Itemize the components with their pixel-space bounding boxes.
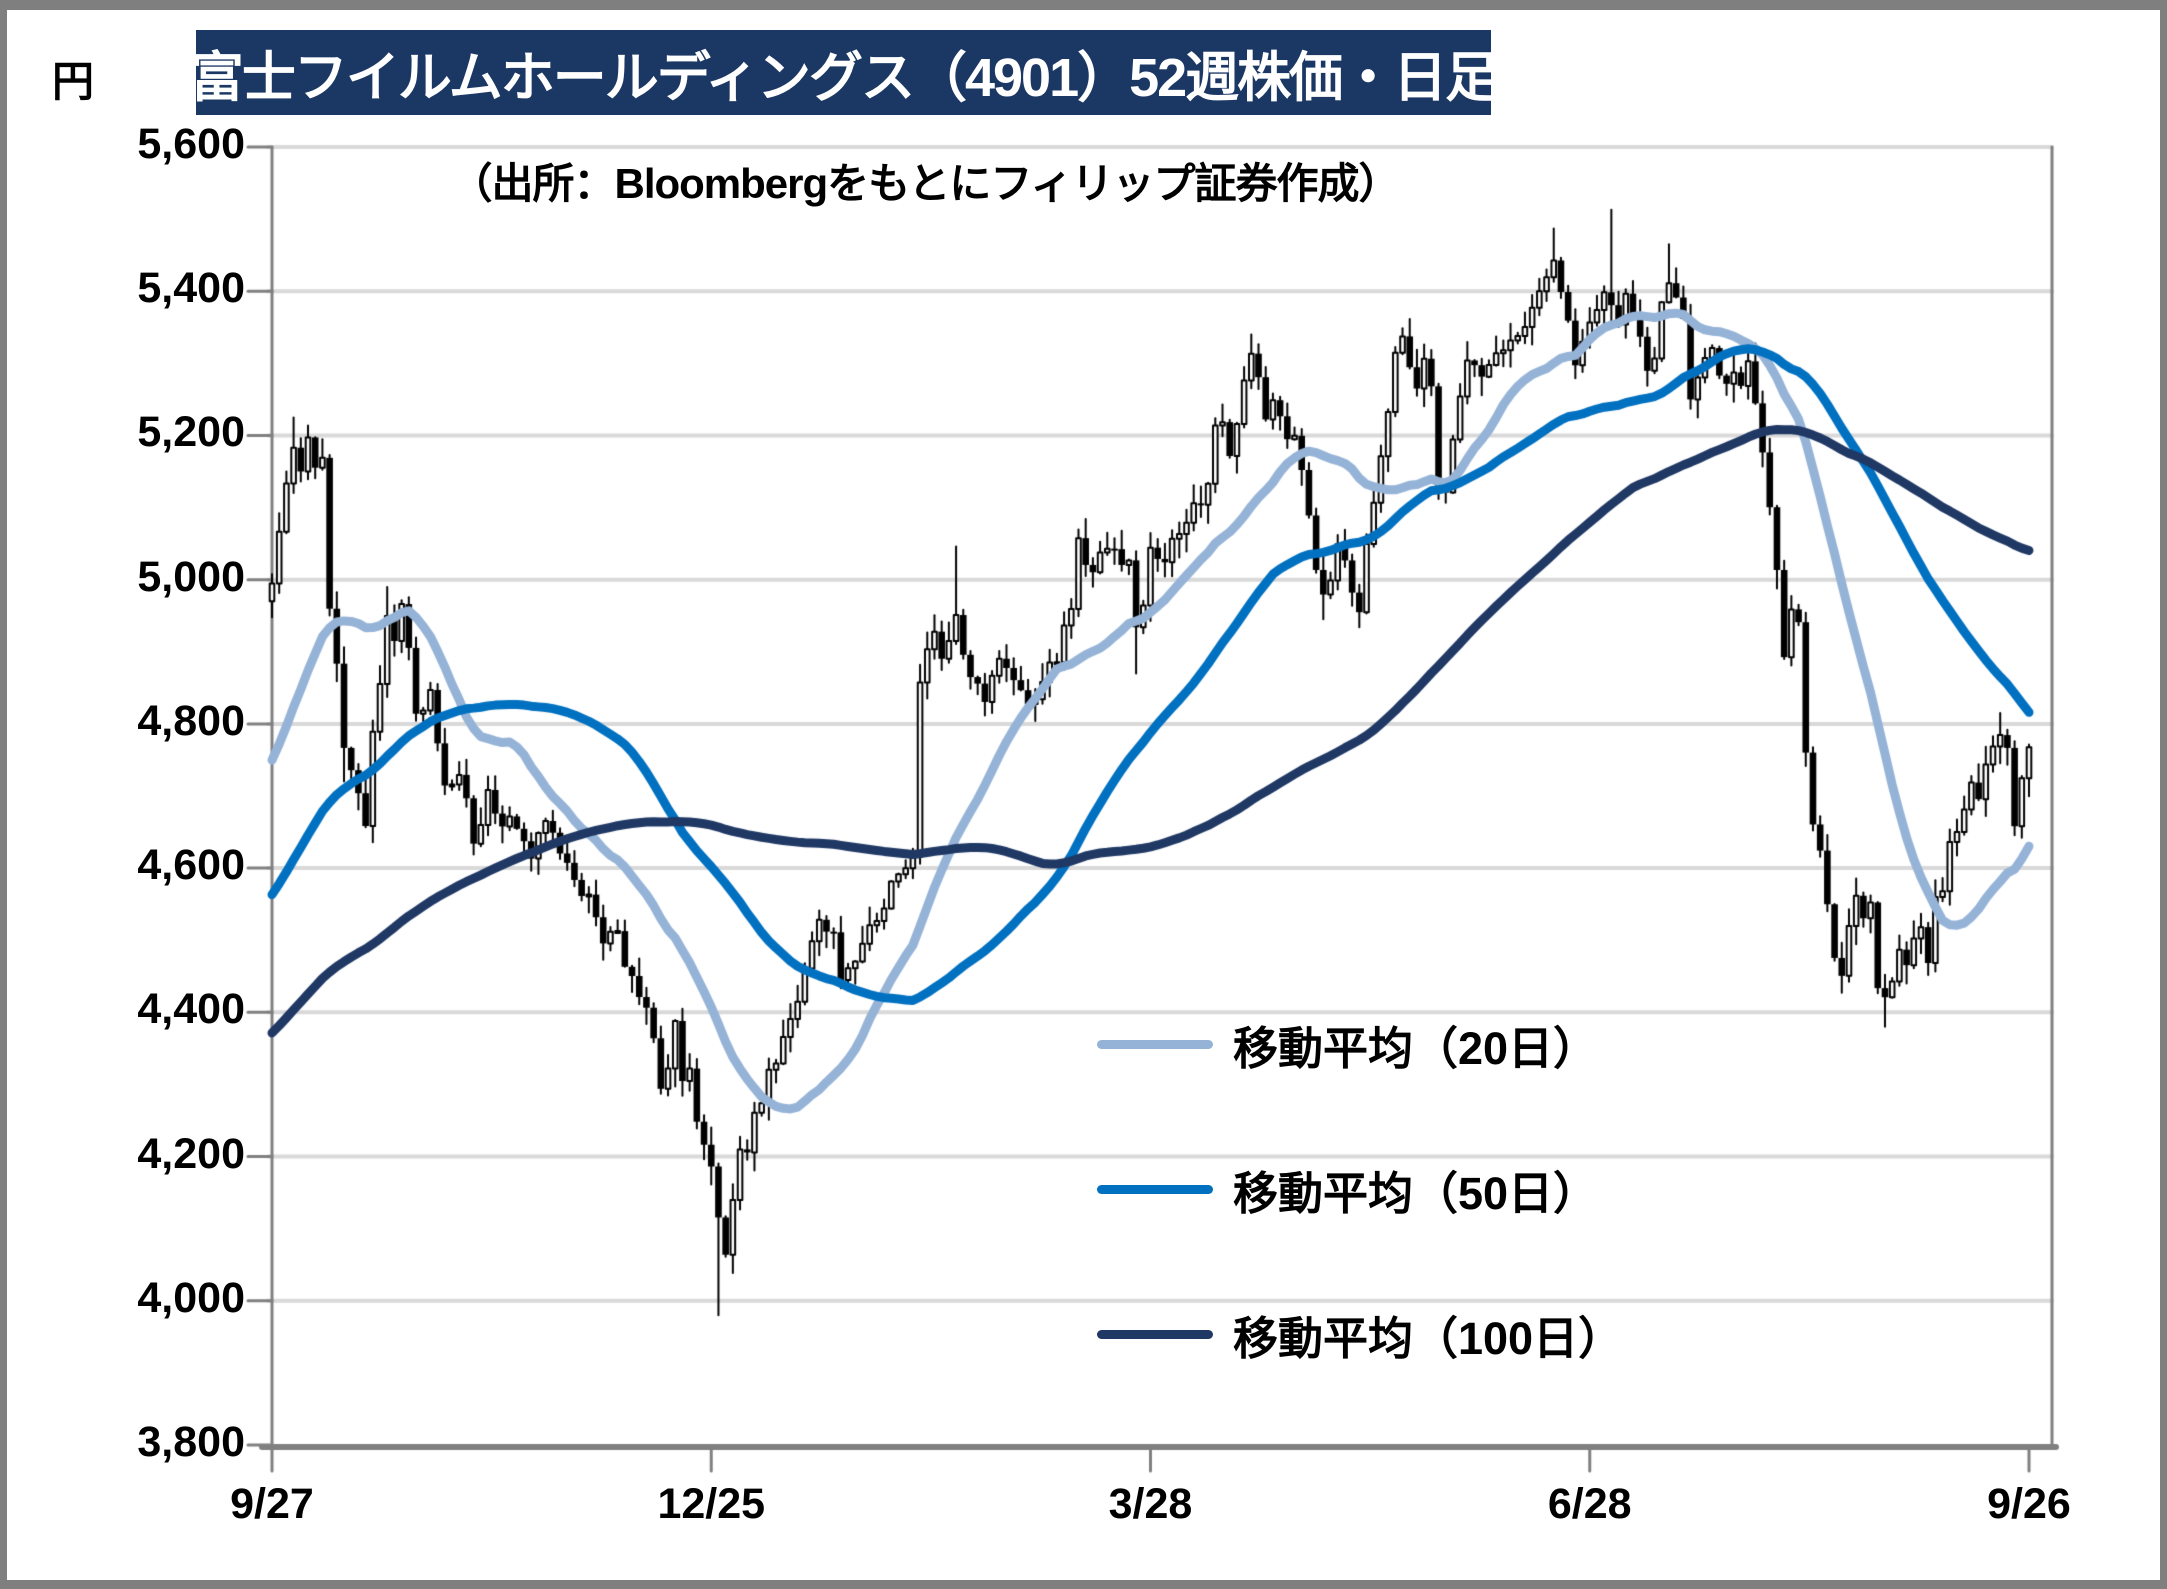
y-tick-label: 4,400 [137, 985, 245, 1034]
y-tick-label: 5,000 [137, 552, 245, 601]
legend-item-ma20: 移動平均（20日） [1097, 1012, 1598, 1077]
frame-edge-top [0, 0, 2167, 10]
x-tick-label: 3/28 [1108, 1480, 1193, 1528]
legend-line-sample [1097, 1330, 1213, 1339]
y-tick-label: 4,800 [137, 696, 245, 745]
y-axis-unit-label: 円 [52, 58, 95, 105]
legend-item-ma50: 移動平均（50日） [1097, 1157, 1598, 1222]
x-tick-label: 6/28 [1547, 1480, 1632, 1528]
legend-line-sample [1097, 1040, 1213, 1049]
y-tick-label: 5,200 [137, 408, 245, 457]
chart-title-bar: 富士フイルムホールディングス（4901）52週株価・日足 [190, 30, 1499, 115]
y-tick-label: 5,400 [137, 264, 245, 313]
legend-label: 移動平均（100日） [1233, 1313, 1624, 1364]
chart-title: 富士フイルムホールディングス（4901）52週株価・日足 [189, 48, 1499, 108]
legend-label: 移動平均（50日） [1233, 1168, 1599, 1219]
frame-edge-left [0, 0, 7, 1589]
x-tick-label: 9/27 [230, 1480, 314, 1528]
chart-source-note: （出所：Bloombergをもとにフィリップ証券作成） [450, 160, 1401, 207]
y-tick-label: 3,800 [137, 1418, 245, 1466]
y-tick-label: 4,200 [137, 1129, 245, 1178]
legend-label: 移動平均（20日） [1233, 1023, 1599, 1074]
x-tick-label: 12/25 [657, 1480, 766, 1528]
legend-item-ma100: 移動平均（100日） [1097, 1302, 1623, 1367]
y-tick-label: 5,600 [137, 120, 245, 168]
frame-edge-right [2160, 0, 2167, 1589]
y-tick-label: 4,000 [137, 1273, 245, 1322]
frame-edge-bottom [0, 1580, 2167, 1589]
x-tick-label: 9/26 [1987, 1480, 2071, 1528]
y-tick-label: 4,600 [137, 841, 245, 890]
legend-line-sample [1097, 1185, 1213, 1194]
